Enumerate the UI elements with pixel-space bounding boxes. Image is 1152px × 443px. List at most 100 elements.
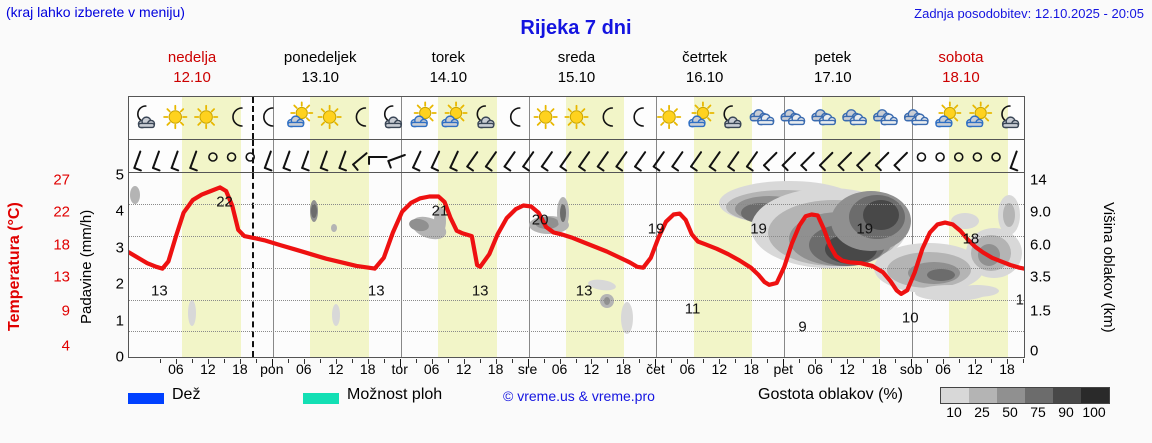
- xtick-5: [335, 359, 337, 364]
- cloud-density-step-5: [1081, 388, 1109, 403]
- xtick-minor: [287, 359, 289, 363]
- xtick-21: [847, 359, 849, 364]
- xtick-minor: [415, 359, 417, 363]
- wind-barbs-svg: [133, 150, 1019, 172]
- xtick-minor: [799, 359, 801, 363]
- xtick-label-4: 06: [296, 361, 312, 377]
- copyright-link[interactable]: © vreme.us & vreme.pro: [503, 388, 655, 404]
- temp-label-min-10: 9: [798, 318, 807, 336]
- xtick-label-10: 18: [487, 361, 504, 377]
- cloud-density-step-3: [1025, 388, 1053, 403]
- xtick-minor: [671, 359, 673, 363]
- xtick-label-19: pet: [773, 361, 793, 377]
- current-time-marker: [252, 173, 255, 357]
- cloud-density-step-1: [969, 388, 997, 403]
- xtick-label-2: 18: [232, 361, 248, 377]
- temp-tick-4: 9: [61, 302, 70, 320]
- cloud-density-num-1: 25: [974, 404, 990, 420]
- xtick-label-1: 12: [200, 361, 216, 377]
- day-date: 14.10: [429, 69, 468, 86]
- xtick-minor: [479, 359, 481, 363]
- forecast-plot: 13 22 13 21 13 20 13 19 11 19 9 19 10 18 12: [128, 172, 1025, 358]
- xtick-label-20: 06: [807, 361, 824, 377]
- xtick-label-3: pon: [260, 361, 284, 377]
- xtick-label-25: 12: [967, 361, 983, 377]
- xtick-15: [655, 359, 657, 367]
- day-header-3: sreda 15.10: [512, 48, 640, 92]
- temp-label-min-14: 12: [1015, 291, 1024, 309]
- legend: Dež Možnost ploh © vreme.us & vreme.pro …: [128, 386, 1148, 432]
- day-date: 13.10: [301, 69, 339, 86]
- day-header-0: nedelja 12.10: [128, 48, 256, 92]
- xtick-20: [815, 359, 817, 364]
- day-name: četrtek: [682, 49, 728, 66]
- xtick-label-12: 06: [551, 361, 568, 377]
- xtick-minor: [575, 359, 577, 363]
- xtick-label-6: 18: [359, 361, 376, 377]
- temperature-axis-ticks: 27 22 18 13 9 4: [34, 172, 70, 358]
- day-separator-1: [272, 140, 274, 172]
- temp-tick-5: 4: [61, 337, 70, 355]
- temp-label-max-7: 19: [647, 220, 665, 238]
- temp-label-min-12: 10: [901, 309, 919, 327]
- day-separator-3: [528, 140, 530, 172]
- xtick-minor: [223, 359, 225, 363]
- cloud-tick-3: 3.5: [1030, 268, 1051, 286]
- temp-label-min-0: 13: [150, 282, 168, 300]
- xtick-13: [591, 359, 593, 364]
- gridline-1: [129, 236, 1024, 238]
- temp-label-max-9: 19: [750, 220, 767, 238]
- last-updated-label: Zadnja posodobitev: 12.10.2025 - 20:05: [914, 6, 1144, 21]
- xtick-minor: [959, 359, 961, 363]
- day-name: petek: [814, 49, 852, 66]
- day-separator-5: [784, 140, 786, 172]
- xtick-17: [719, 359, 721, 364]
- xtick-minor: [511, 359, 513, 363]
- day-name: torek: [431, 49, 466, 66]
- cloud-density-num-5: 100: [1082, 404, 1106, 420]
- gridline-0: [129, 204, 1024, 206]
- temp-label-min-2: 13: [367, 282, 385, 300]
- xtick-label-21: 12: [839, 361, 855, 377]
- temperature-curve: [129, 185, 1024, 296]
- xtick-label-24: 06: [935, 361, 951, 377]
- xtick-minor: [927, 359, 929, 363]
- day-date: 15.10: [557, 69, 596, 86]
- day-header-2: torek 14.10: [384, 48, 512, 92]
- cloud-tick-1: 9.0: [1030, 203, 1051, 221]
- day-separator-4: [656, 173, 658, 357]
- xtick-12: [559, 359, 561, 364]
- temp-label-max-13: 18: [962, 230, 980, 247]
- xtick-label-15: čet: [646, 361, 665, 377]
- rain-legend-label: Dež: [172, 386, 201, 403]
- xtick-18: [751, 359, 753, 364]
- day-header-6: sobota 18.10: [897, 48, 1025, 92]
- cloud-density-colorbar: [940, 387, 1110, 404]
- xtick-label-5: 12: [327, 361, 344, 377]
- xtick-4: [303, 359, 305, 364]
- daylight-band-5: [821, 140, 881, 172]
- xtick-label-0: 06: [168, 361, 184, 377]
- cloud-height-axis-ticks: 14 9.0 6.0 3.5 1.5 0: [1030, 172, 1070, 360]
- daylight-band-1: [310, 97, 369, 139]
- xtick-minor: [831, 359, 833, 363]
- xtick-label-9: 12: [455, 361, 472, 377]
- xtick-minor: [607, 359, 609, 363]
- xtick-2: [239, 359, 241, 364]
- weather-icons-svg: [137, 101, 1020, 130]
- cloud-density-num-4: 90: [1058, 404, 1074, 420]
- cloud-tick-2: 6.0: [1030, 236, 1051, 254]
- temp-label-min-8: 11: [684, 300, 701, 318]
- xtick-24: [943, 359, 945, 364]
- xtick-label-7: tor: [391, 361, 408, 377]
- xtick-minor: [255, 359, 257, 363]
- xtick-3: [271, 359, 273, 367]
- xtick-16: [687, 359, 689, 364]
- day-separator-3: [528, 173, 530, 357]
- precip-tick-2: 3: [115, 239, 124, 257]
- cloud-density-tick-labels: 10 25 50 75 90 100: [938, 404, 1152, 420]
- daylight-band-2: [437, 173, 497, 357]
- precip-tick-1: 4: [115, 202, 124, 220]
- xtick-minor: [1023, 359, 1024, 363]
- xtick-minor: [543, 359, 545, 363]
